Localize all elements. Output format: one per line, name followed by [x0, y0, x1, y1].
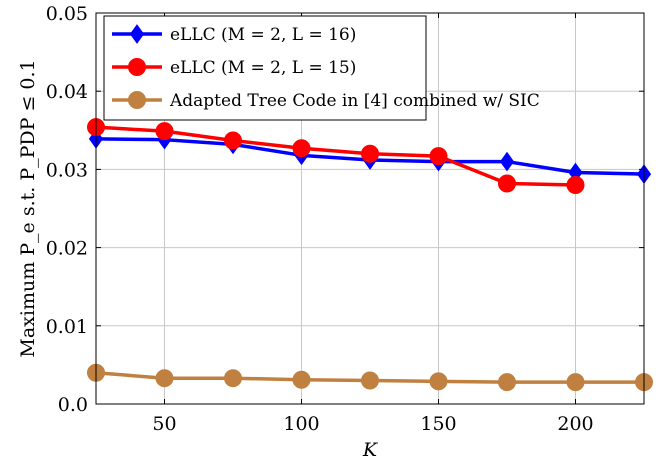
legend-swatch-marker — [129, 24, 145, 44]
data-point — [566, 176, 585, 195]
y-tick-label: 0.0 — [58, 394, 88, 416]
x-tick-label: 50 — [152, 413, 176, 435]
data-point — [155, 122, 174, 141]
legend-swatch-marker — [128, 58, 146, 76]
ticks: 50 100 150 200 0.0 0.01 0.02 0.03 0.04 0.05 — [46, 3, 644, 435]
data-point — [155, 369, 174, 388]
x-tick-label: 100 — [283, 413, 319, 435]
y-tick-label: 0.03 — [46, 159, 88, 181]
x-tick-label: 200 — [557, 413, 593, 435]
legend-label: eLLC (M = 2, L = 16) — [170, 25, 356, 45]
y-tick-label: 0.01 — [46, 316, 88, 338]
legend-label: Adapted Tree Code in [4] combined w/ SIC — [169, 91, 540, 111]
x-axis-label-text: K — [362, 439, 379, 461]
y-axis-label-text: Maximum P_e s.t. P_PDP ≤ 0.1 — [17, 59, 39, 357]
series-layer — [87, 118, 653, 392]
data-point — [429, 147, 448, 166]
y-tick-label: 0.05 — [46, 3, 88, 25]
data-point — [292, 139, 311, 158]
legend-entry: eLLC (M = 2, L = 15) — [112, 58, 356, 78]
series-2 — [87, 118, 585, 195]
data-point — [361, 144, 379, 163]
x-axis-label: K — [362, 439, 379, 461]
series-3 — [87, 363, 653, 392]
legend-swatch-marker — [128, 91, 146, 109]
data-point — [224, 131, 242, 150]
y-tick-label: 0.02 — [46, 238, 88, 260]
data-point — [498, 373, 516, 392]
data-point — [224, 369, 242, 388]
data-point — [566, 373, 585, 392]
x-tick-label: 150 — [420, 413, 456, 435]
legend-label: eLLC (M = 2, L = 15) — [170, 58, 356, 78]
legend: eLLC (M = 2, L = 16) eLLC (M = 2, L = 15)… — [103, 15, 540, 121]
data-point — [361, 371, 379, 390]
data-point — [498, 174, 516, 193]
data-point — [429, 372, 448, 391]
plot-frame — [95, 12, 645, 405]
legend-entry: Adapted Tree Code in [4] combined w/ SIC — [112, 91, 540, 111]
data-point — [292, 370, 311, 389]
y-axis-label: Maximum P_e s.t. P_PDP ≤ 0.1 — [17, 59, 39, 357]
y-tick-label: 0.04 — [46, 81, 88, 103]
legend-entry: eLLC (M = 2, L = 16) — [112, 24, 356, 45]
series-line — [95, 125, 576, 187]
data-point — [499, 151, 515, 172]
